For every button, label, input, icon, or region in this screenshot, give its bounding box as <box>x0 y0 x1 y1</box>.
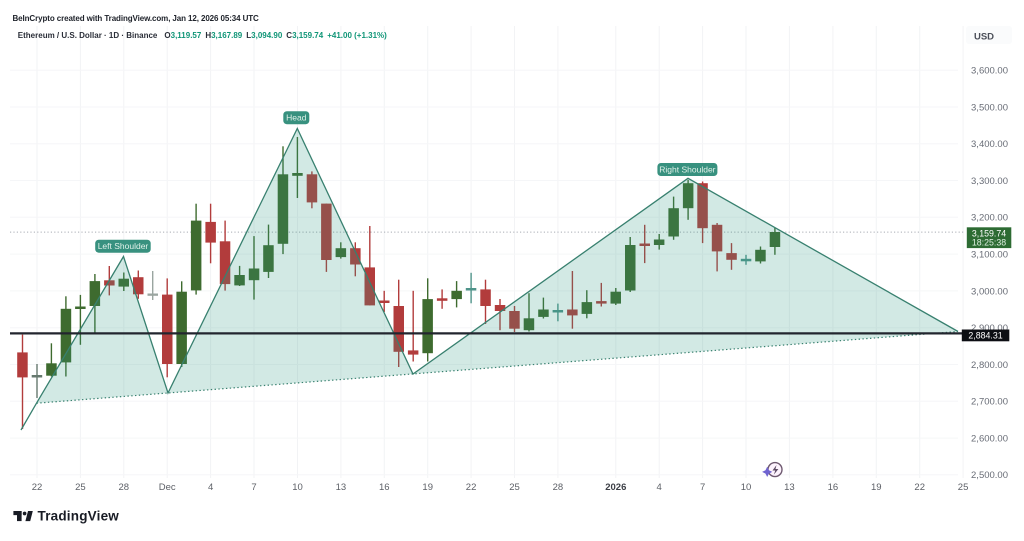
svg-text:3,600.00: 3,600.00 <box>971 66 1008 77</box>
svg-text:28: 28 <box>119 482 130 493</box>
svg-text:3,500.00: 3,500.00 <box>971 102 1008 113</box>
svg-text:3,200.00: 3,200.00 <box>971 213 1008 224</box>
svg-text:22: 22 <box>914 482 925 493</box>
svg-text:3,300.00: 3,300.00 <box>971 176 1008 187</box>
svg-text:4: 4 <box>208 482 213 493</box>
svg-text:28: 28 <box>553 482 564 493</box>
svg-text:25: 25 <box>958 482 969 493</box>
svg-text:16: 16 <box>379 482 390 493</box>
svg-text:19: 19 <box>871 482 882 493</box>
svg-text:USD: USD <box>974 32 994 43</box>
svg-text:25: 25 <box>75 482 86 493</box>
svg-text:Head: Head <box>286 113 307 123</box>
svg-text:13: 13 <box>336 482 347 493</box>
svg-text:3,159.74: 3,159.74 <box>972 228 1006 238</box>
svg-text:2026: 2026 <box>605 482 626 493</box>
svg-text:2,500.00: 2,500.00 <box>971 470 1008 481</box>
svg-text:10: 10 <box>292 482 303 493</box>
svg-text:13: 13 <box>784 482 795 493</box>
svg-text:7: 7 <box>251 482 256 493</box>
svg-text:2,700.00: 2,700.00 <box>971 397 1008 408</box>
svg-text:3,400.00: 3,400.00 <box>971 139 1008 150</box>
svg-text:3,000.00: 3,000.00 <box>971 286 1008 297</box>
svg-text:10: 10 <box>741 482 752 493</box>
svg-text:Dec: Dec <box>159 482 176 493</box>
svg-text:Right Shoulder: Right Shoulder <box>659 165 715 175</box>
svg-text:BeInCrypto created with Tradin: BeInCrypto created with TradingView.com,… <box>13 14 260 23</box>
svg-text:Left Shoulder: Left Shoulder <box>98 241 149 251</box>
svg-text:22: 22 <box>32 482 43 493</box>
svg-text:2,800.00: 2,800.00 <box>971 360 1008 371</box>
svg-text:2,884.31: 2,884.31 <box>968 331 1002 341</box>
svg-text:25: 25 <box>509 482 520 493</box>
svg-text:2,600.00: 2,600.00 <box>971 434 1008 445</box>
svg-text:TradingView: TradingView <box>38 509 120 524</box>
svg-text:18:25:38: 18:25:38 <box>972 238 1006 248</box>
svg-text:19: 19 <box>422 482 433 493</box>
svg-text:4: 4 <box>657 482 662 493</box>
svg-text:3,100.00: 3,100.00 <box>971 250 1008 261</box>
svg-text:2,900.00: 2,900.00 <box>971 323 1008 334</box>
svg-text:22: 22 <box>466 482 477 493</box>
svg-text:16: 16 <box>828 482 839 493</box>
svg-text:7: 7 <box>700 482 705 493</box>
